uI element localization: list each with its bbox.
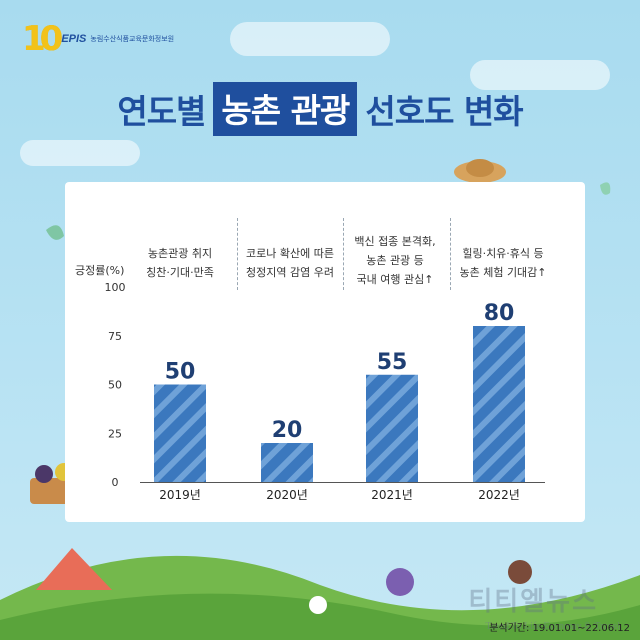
y-tick-label: 50: [108, 379, 122, 392]
y-tick-label: 25: [108, 427, 122, 440]
year-description: 농촌관광 취지 칭찬·기대·만족: [146, 247, 214, 279]
bar-value-label: 20: [272, 418, 303, 443]
bar-2019년: [154, 384, 206, 482]
bar-2021년: [366, 374, 418, 482]
year-description: 백신 접종 본격화, 농촌 관광 등 국내 여행 관심↑: [354, 235, 436, 286]
leaf-icon: [600, 182, 611, 195]
page-title: 연도별 농촌 관광 선호도 변화: [117, 82, 524, 136]
straw-hat-crown: [466, 159, 494, 177]
chart-card: 농촌관광 취지 칭찬·기대·만족 코로나 확산에 따른 청정지역 감염 우려 백…: [65, 182, 585, 522]
column-divider: [237, 218, 238, 290]
x-tick-label: 2022년: [478, 488, 520, 502]
bar-2020년: [261, 443, 313, 482]
bar-value-label: 55: [377, 350, 408, 375]
x-tick-label: 2019년: [159, 488, 201, 502]
tent-icon: [36, 548, 112, 590]
x-tick-label: 2021년: [371, 488, 413, 502]
bar-value-label: 80: [484, 301, 515, 326]
leaf-icon: [46, 225, 64, 240]
logo-org-name: 농림수산식품교육문화정보원: [90, 35, 175, 43]
hill-front: [0, 593, 640, 640]
year-description: 코로나 확산에 따른 청정지역 감염 우려: [246, 247, 334, 279]
title-before: 연도별: [117, 92, 206, 131]
column-divider: [450, 218, 451, 290]
cloud: [470, 60, 610, 90]
y-axis-label: 긍정률(%): [75, 264, 125, 277]
cloud: [230, 22, 390, 56]
x-tick-label: 2020년: [266, 488, 308, 502]
bar-2022년: [473, 326, 525, 482]
organization-logo: 10 EPIS 농림수산식품교육문화정보원: [22, 22, 174, 56]
title-area: 연도별 농촌 관광 선호도 변화: [0, 82, 640, 136]
title-highlight: 농촌 관광: [213, 82, 358, 136]
cloud: [20, 140, 140, 166]
anniversary-mark: 10: [22, 19, 63, 59]
watermark-sub: Trend To Life Economy & Travel: [485, 621, 620, 632]
title-after: 선호도 변화: [365, 92, 523, 131]
analysis-period: 분석기간: 19.01.01~22.06.12: [489, 623, 630, 634]
logo-epis: EPIS: [61, 33, 87, 45]
dog-icon: [309, 596, 327, 614]
y-tick-label: 75: [108, 330, 122, 343]
y-tick-label: 0: [112, 476, 119, 489]
person-icon: [386, 568, 414, 596]
year-description: 힐링·치유·휴식 등 농촌 체험 기대감↑: [459, 247, 547, 279]
column-divider: [343, 218, 344, 290]
watermark: 티티엘뉴스: [468, 587, 598, 617]
y-tick-label: 100: [105, 281, 126, 294]
grill-icon: [508, 560, 532, 584]
eggplant-icon: [35, 465, 53, 483]
bar-chart: 0 25 50 75 100 50 2019년 20 2020년 55 2021년 80 2022년: [105, 281, 545, 502]
bar-value-label: 50: [165, 360, 196, 385]
